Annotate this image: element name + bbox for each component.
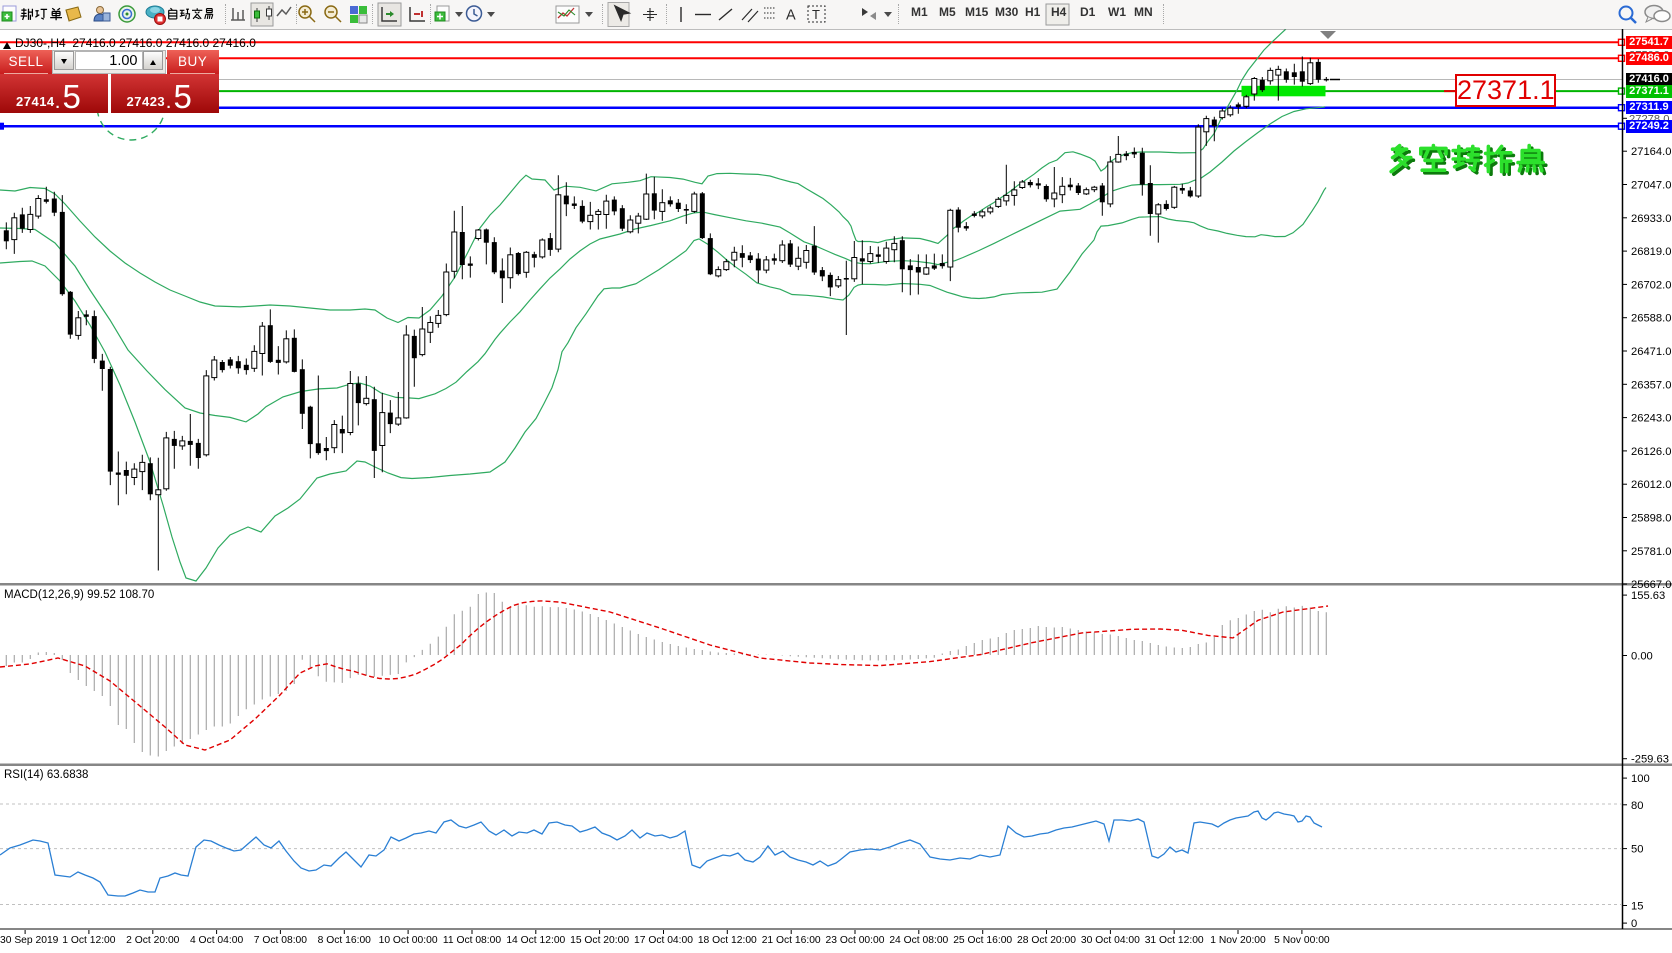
svg-text:26702.0: 26702.0 xyxy=(1631,279,1671,291)
svg-text:50: 50 xyxy=(1631,844,1643,856)
svg-text:25667.0: 25667.0 xyxy=(1631,579,1671,591)
svg-text:80: 80 xyxy=(1631,800,1643,812)
svg-text:23 Oct 00:00: 23 Oct 00:00 xyxy=(826,935,885,946)
svg-text:25898.0: 25898.0 xyxy=(1631,513,1671,525)
svg-text:26126.0: 26126.0 xyxy=(1631,446,1671,458)
svg-text:2 Oct 20:00: 2 Oct 20:00 xyxy=(126,935,180,946)
svg-text:RSI(14) 63.6838: RSI(14) 63.6838 xyxy=(4,769,88,781)
svg-text:25781.0: 25781.0 xyxy=(1631,546,1671,558)
svg-text:7 Oct 08:00: 7 Oct 08:00 xyxy=(254,935,308,946)
svg-text:15: 15 xyxy=(1631,901,1643,913)
svg-text:155.63: 155.63 xyxy=(1631,590,1665,602)
svg-text:1 Oct 12:00: 1 Oct 12:00 xyxy=(62,935,116,946)
svg-text:5 Nov 00:00: 5 Nov 00:00 xyxy=(1274,935,1330,946)
svg-text:25 Oct 16:00: 25 Oct 16:00 xyxy=(953,935,1012,946)
svg-text:0.00: 0.00 xyxy=(1631,651,1653,663)
svg-text:21 Oct 16:00: 21 Oct 16:00 xyxy=(762,935,821,946)
svg-text:4 Oct 04:00: 4 Oct 04:00 xyxy=(190,935,244,946)
svg-text:1 Nov 20:00: 1 Nov 20:00 xyxy=(1210,935,1266,946)
svg-text:27164.0: 27164.0 xyxy=(1631,146,1671,158)
svg-text:26588.0: 26588.0 xyxy=(1631,313,1671,325)
svg-text:28 Oct 20:00: 28 Oct 20:00 xyxy=(1017,935,1076,946)
svg-text:30 Sep 2019: 30 Sep 2019 xyxy=(0,935,59,946)
svg-text:27047.0: 27047.0 xyxy=(1631,180,1671,192)
svg-text:26012.0: 26012.0 xyxy=(1631,479,1671,491)
svg-text:-259.63: -259.63 xyxy=(1631,754,1669,766)
svg-text:26243.0: 26243.0 xyxy=(1631,413,1671,425)
svg-text:MACD(12,26,9) 99.52 108.70: MACD(12,26,9) 99.52 108.70 xyxy=(4,589,154,601)
svg-text:15 Oct 20:00: 15 Oct 20:00 xyxy=(570,935,629,946)
svg-text:26357.0: 26357.0 xyxy=(1631,379,1671,391)
svg-text:26819.0: 26819.0 xyxy=(1631,246,1671,258)
svg-text:18 Oct 12:00: 18 Oct 12:00 xyxy=(698,935,757,946)
svg-text:30 Oct 04:00: 30 Oct 04:00 xyxy=(1081,935,1140,946)
svg-text:24 Oct 08:00: 24 Oct 08:00 xyxy=(889,935,948,946)
svg-text:A: A xyxy=(786,8,796,24)
svg-text:17 Oct 04:00: 17 Oct 04:00 xyxy=(634,935,693,946)
svg-text:10 Oct 00:00: 10 Oct 00:00 xyxy=(379,935,438,946)
svg-text:26471.0: 26471.0 xyxy=(1631,346,1671,358)
svg-text:8 Oct 16:00: 8 Oct 16:00 xyxy=(318,935,372,946)
svg-text:11 Oct 08:00: 11 Oct 08:00 xyxy=(443,935,501,946)
svg-text:26933.0: 26933.0 xyxy=(1631,213,1671,225)
svg-text:T: T xyxy=(812,7,820,22)
svg-text:14 Oct 12:00: 14 Oct 12:00 xyxy=(506,935,565,946)
svg-text:100: 100 xyxy=(1631,773,1650,785)
svg-text:31 Oct 12:00: 31 Oct 12:00 xyxy=(1145,935,1204,946)
svg-text:0: 0 xyxy=(1631,918,1637,930)
